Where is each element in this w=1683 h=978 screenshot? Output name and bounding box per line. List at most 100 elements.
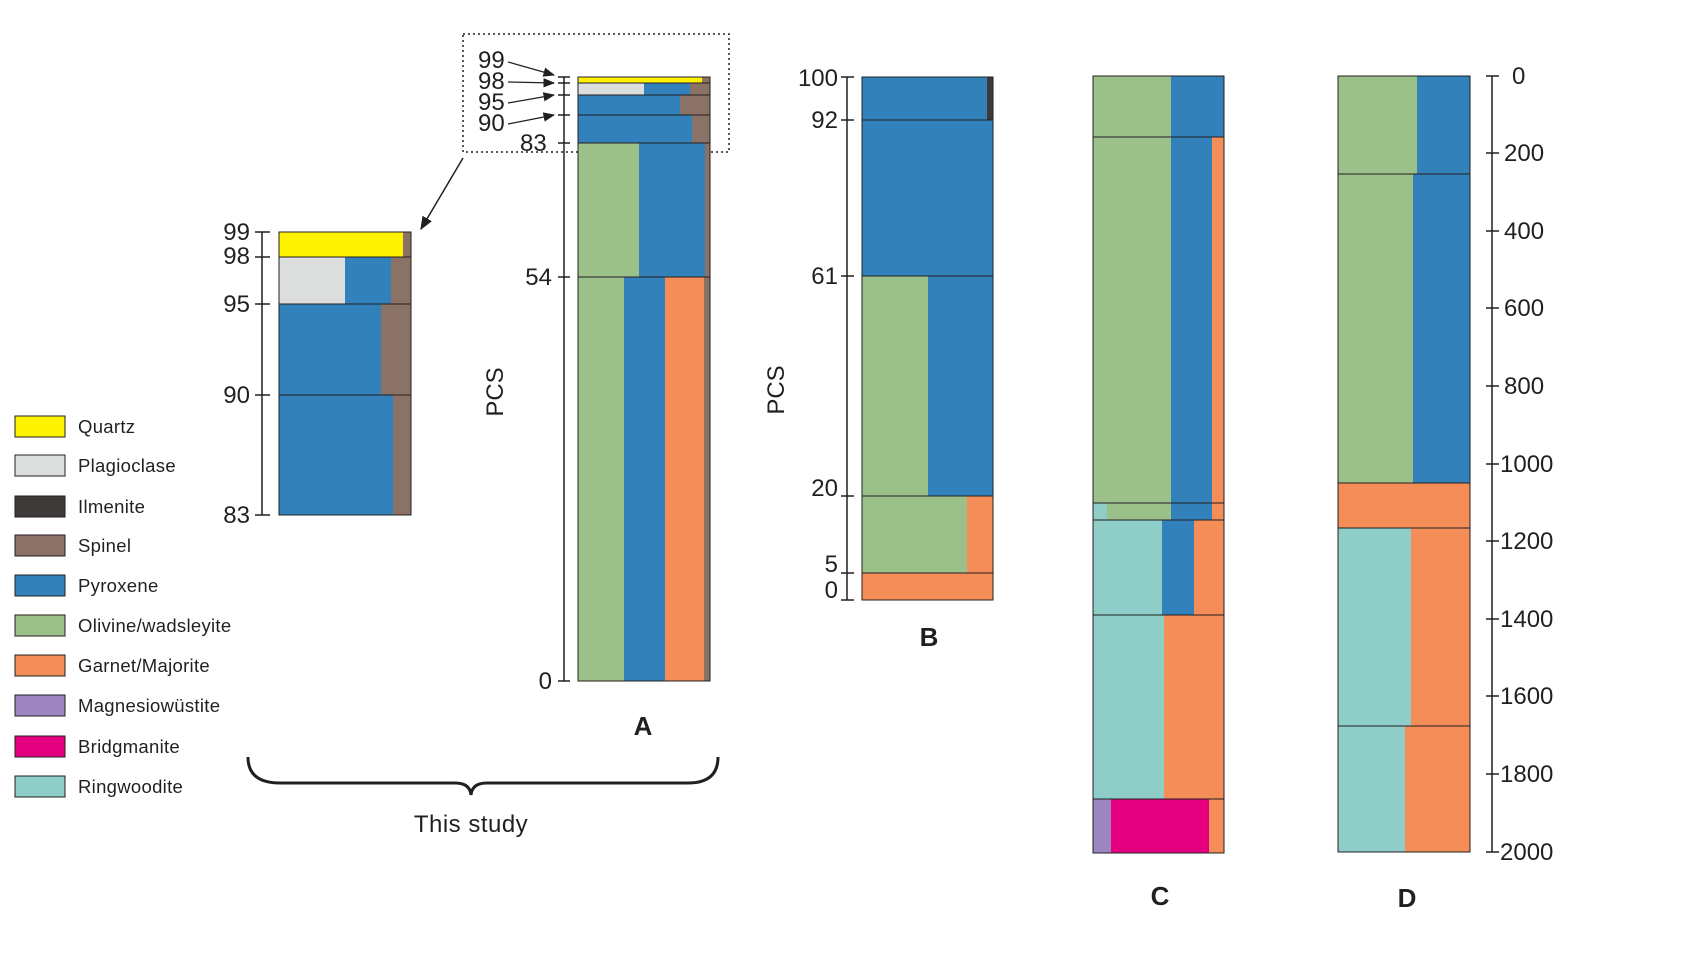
legend-label-spinel: Spinel <box>78 535 131 556</box>
a-spinel-upper <box>705 143 710 277</box>
panel-a-axis <box>558 76 570 682</box>
c-pyroxene-mid <box>1162 520 1194 615</box>
c-garnet-thin <box>1212 503 1224 520</box>
a-tick-99: 99 <box>478 47 505 74</box>
a-olivine-upper <box>578 143 639 277</box>
c-garnet-upper <box>1212 137 1224 503</box>
legend-swatch-magnesiowustite <box>14 694 66 717</box>
panel-b-column: 100 92 61 20 5 0 PCS B <box>763 65 994 652</box>
inset-spinel-mid <box>381 304 411 395</box>
depth-tick-1600: 1600 <box>1500 683 1553 710</box>
legend-swatch-garnet <box>14 654 66 677</box>
c-olivine-upper <box>1093 137 1171 503</box>
b-olivine-low <box>862 496 967 573</box>
c-pyroxene-thin <box>1171 503 1212 520</box>
d-ringwoodite-mid <box>1338 528 1411 726</box>
b-tick-92: 92 <box>811 107 838 134</box>
inset-tick-90: 90 <box>223 382 250 409</box>
legend-label-bridgmanite: Bridgmanite <box>78 736 180 757</box>
legend-swatch-spinel <box>14 534 66 557</box>
inset-quartz <box>279 232 403 257</box>
a-spinel-3 <box>692 115 710 143</box>
depth-tick-1200: 1200 <box>1500 528 1553 555</box>
b-pyroxene-top <box>862 77 987 120</box>
legend-item-plagioclase: Plagioclase <box>14 454 176 477</box>
b-garnet-low <box>967 496 993 573</box>
a-spinel-1 <box>690 83 710 95</box>
a-pyroxene-1 <box>644 83 690 95</box>
depth-tick-600: 600 <box>1504 295 1544 322</box>
legend-swatch-ringwoodite <box>14 775 66 798</box>
panel-c-column: C <box>1092 75 1225 911</box>
legend-swatch-pyroxene <box>14 574 66 597</box>
legend-item-olivine: Olivine/wadsleyite <box>14 614 231 637</box>
a-pyroxene-3 <box>578 115 692 143</box>
legend-label-garnet: Garnet/Majorite <box>78 655 210 676</box>
legend-label-quartz: Quartz <box>78 416 135 437</box>
depth-tick-2000: 2000 <box>1500 839 1553 866</box>
d-ringwoodite-low <box>1338 726 1405 852</box>
a-tick-95: 95 <box>478 89 505 116</box>
c-pyroxene-upper <box>1171 137 1212 503</box>
c-ringwoodite-thin <box>1093 503 1107 520</box>
legend-item-garnet: Garnet/Majorite <box>14 654 210 677</box>
c-magnesiowustite <box>1093 799 1111 853</box>
d-garnet-band <box>1338 483 1470 528</box>
inset-ilmenite-top <box>403 232 411 257</box>
b-pyroxene-upper <box>862 120 993 276</box>
legend-item-pyroxene: Pyroxene <box>14 574 158 597</box>
inset-pyroxene-mid <box>279 304 381 395</box>
panel-b-axis <box>841 76 854 601</box>
b-tick-5: 5 <box>825 551 838 578</box>
a-tick-98: 98 <box>478 68 505 95</box>
inset-plagioclase <box>279 257 345 304</box>
b-garnet-base <box>862 573 993 600</box>
panel-d-letter: D <box>1398 883 1417 913</box>
a-olivine-lower <box>578 277 624 681</box>
legend-item-ilmenite: Ilmenite <box>14 495 145 518</box>
panel-a-axis-label: PCS <box>482 367 509 416</box>
legend-item-bridgmanite: Bridgmanite <box>14 735 180 758</box>
a-pyroxene-2 <box>578 95 680 115</box>
zoom-arrow <box>420 157 464 231</box>
b-tick-0: 0 <box>825 577 838 604</box>
a-tick-83: 83 <box>520 130 547 157</box>
c-pyroxene-top <box>1171 76 1224 137</box>
legend-swatch-quartz <box>14 415 66 438</box>
legend-label-magnesiowustite: Magnesiowüstite <box>78 695 220 716</box>
d-olivine-top <box>1338 76 1417 174</box>
depth-tick-200: 200 <box>1504 140 1544 167</box>
panel-d-column: D <box>1337 75 1471 913</box>
panel-b-axis-label: PCS <box>763 365 790 414</box>
inset-spinel-top <box>391 257 411 304</box>
b-tick-100: 100 <box>798 65 838 92</box>
this-study-caption: This study <box>414 811 528 838</box>
b-ilmenite-top <box>987 77 993 120</box>
depth-axis: 0 200 400 600 800 1000 1200 1400 1600 18… <box>1486 63 1553 866</box>
legend-label-ilmenite: Ilmenite <box>78 496 145 517</box>
b-pyroxene-mid <box>928 276 993 496</box>
d-pyroxene-upper <box>1413 174 1470 483</box>
inset-axis <box>255 231 270 516</box>
a-quartz-spinel <box>702 77 710 83</box>
depth-tick-800: 800 <box>1504 373 1544 400</box>
panel-b-letter: B <box>920 622 939 652</box>
depth-tick-1400: 1400 <box>1500 606 1553 633</box>
panel-c-letter: C <box>1151 881 1170 911</box>
inset-tick-95: 95 <box>223 291 250 318</box>
d-garnet-mid <box>1411 528 1470 726</box>
c-olivine-top <box>1093 76 1171 137</box>
depth-tick-0: 0 <box>1512 63 1525 90</box>
a-pyroxene-upper <box>639 143 705 277</box>
d-olivine-upper <box>1338 174 1413 483</box>
inset-pyroxene-top <box>345 257 391 304</box>
depth-tick-400: 400 <box>1504 218 1544 245</box>
inset-spinel-low <box>393 395 411 515</box>
legend-label-ringwoodite: Ringwoodite <box>78 776 183 797</box>
b-olivine-mid <box>862 276 928 496</box>
inset-tick-99: 99 <box>223 219 250 246</box>
legend-item-spinel: Spinel <box>14 534 131 557</box>
c-garnet-mid <box>1194 520 1224 615</box>
legend-swatch-plagioclase <box>14 454 66 477</box>
